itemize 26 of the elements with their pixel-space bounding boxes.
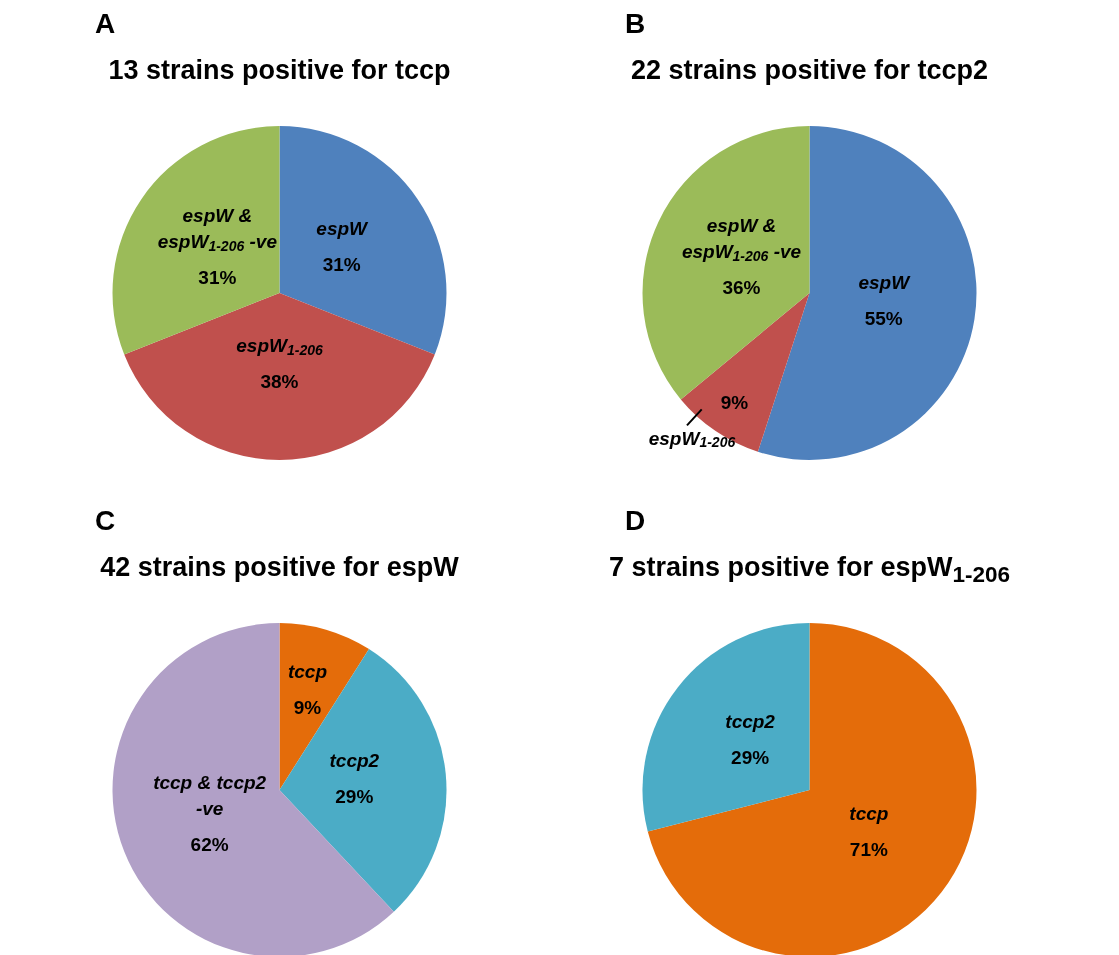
slice-label: tccp & tccp2 -ve xyxy=(153,771,267,819)
chart-title: 42 strains positive for espW xyxy=(99,552,460,583)
slice-label: tccp2 xyxy=(725,711,776,733)
data-label: 71% xyxy=(849,839,888,861)
data-label: 29% xyxy=(731,747,770,769)
chart-title: 13 strains positive for tccp xyxy=(107,55,452,86)
slice-label: espW xyxy=(316,217,370,239)
text: B xyxy=(625,8,646,40)
data-label: 29% xyxy=(335,786,374,808)
chart-title: 7 strains positive for espW$_{1-206}$ xyxy=(607,552,1012,589)
text: A xyxy=(95,8,116,40)
slice-label: tccp xyxy=(849,803,889,825)
data-label: 38% xyxy=(260,371,299,393)
data-label: 36% xyxy=(722,277,761,299)
slice-label: espW xyxy=(858,271,912,293)
data-label: 55% xyxy=(864,307,903,329)
slice-label: tccp2 xyxy=(329,750,380,772)
slice-label: tccp xyxy=(287,661,327,683)
text: D xyxy=(625,505,646,537)
data-label: 9% xyxy=(720,391,749,413)
data-label: 31% xyxy=(322,253,361,275)
data-label: 9% xyxy=(293,697,322,719)
data-label: 62% xyxy=(190,833,229,855)
chart-title: 22 strains positive for tccp2 xyxy=(629,55,990,86)
data-label: 31% xyxy=(198,266,237,288)
text: C xyxy=(95,505,116,537)
